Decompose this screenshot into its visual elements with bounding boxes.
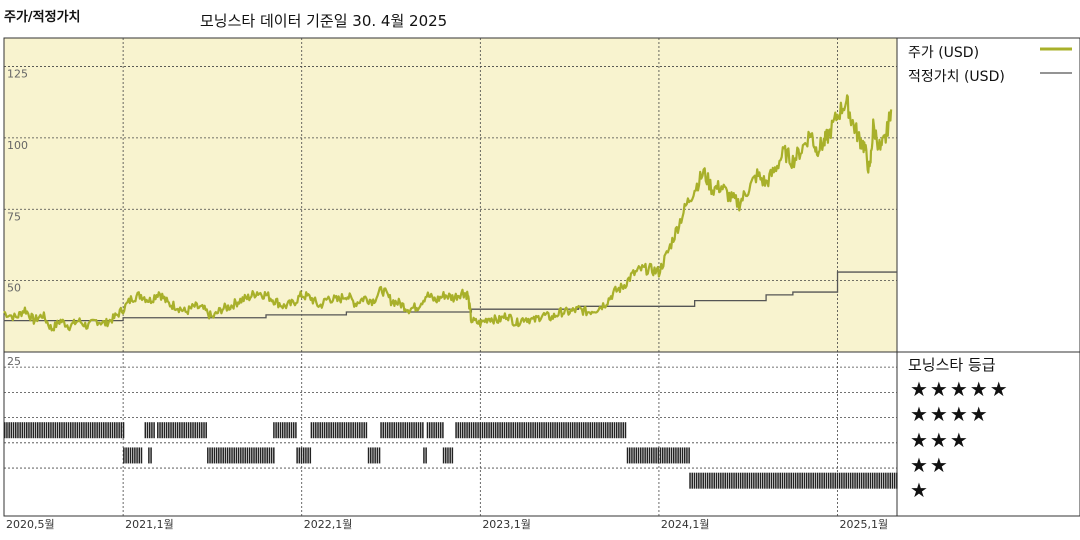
rating-segment-3-star <box>426 422 444 439</box>
rating-1-star: ★ <box>910 478 930 502</box>
rating-4-stars: ★★★★ <box>910 402 990 426</box>
x-tick-label: 2022,1월 <box>304 518 353 531</box>
rating-segment-1-star <box>689 472 898 489</box>
y-tick-label: 100 <box>7 139 28 152</box>
rating-segment-2-star <box>367 447 381 464</box>
rating-5-stars: ★★★★★ <box>910 377 1010 401</box>
rating-segment-3-star <box>310 422 368 439</box>
y-tick-label: 75 <box>7 210 21 223</box>
chart-title: 주가/적정가치 <box>4 10 81 25</box>
y-tick-label: 125 <box>7 68 28 81</box>
x-tick-label: 2025,1월 <box>840 518 889 531</box>
rating-2-stars: ★★ <box>910 453 950 477</box>
rating-segment-2-star <box>123 447 143 464</box>
rating-segment-3-star <box>144 422 155 439</box>
rating-legend-title: 모닝스타 등급 <box>908 356 996 374</box>
rating-segment-3-star <box>455 422 627 439</box>
rating-segment-2-star <box>296 447 312 464</box>
rating-segment-2-star <box>442 447 454 464</box>
rating-segment-2-star <box>148 447 152 464</box>
y-tick-label: 50 <box>7 282 21 295</box>
rating-segment-3-star <box>4 422 125 439</box>
x-tick-label: 2021,1월 <box>125 518 174 531</box>
legend-price: 주가 (USD) <box>908 42 979 62</box>
legend-price-label: 주가 (USD) <box>908 45 980 61</box>
plot-background <box>4 38 897 352</box>
rating-segment-2-star <box>423 447 427 464</box>
legend-fair-label: 적정가치 (USD) <box>908 69 1005 85</box>
x-tick-label: 2024,1월 <box>661 518 710 531</box>
rating-segment-3-star <box>273 422 297 439</box>
price-line <box>3 94 893 332</box>
legend-fair-value: 적정가치 (USD) <box>908 66 1005 86</box>
rating-segment-2-star <box>626 447 690 464</box>
x-tick-label: 2020,5월 <box>6 518 55 531</box>
chart-frame <box>3 37 1080 517</box>
x-tick-label: 2023,1월 <box>482 518 531 531</box>
chart-subtitle: 모닝스타 데이터 기준일 30. 4월 2025 <box>200 12 448 30</box>
rating-tick-label: 25 <box>7 355 21 368</box>
rating-segment-2-star <box>207 447 275 464</box>
rating-3-stars: ★★★ <box>910 428 970 452</box>
fair-value-line <box>3 271 897 322</box>
rating-segment-3-star <box>380 422 424 439</box>
rating-segment-3-star <box>157 422 207 439</box>
